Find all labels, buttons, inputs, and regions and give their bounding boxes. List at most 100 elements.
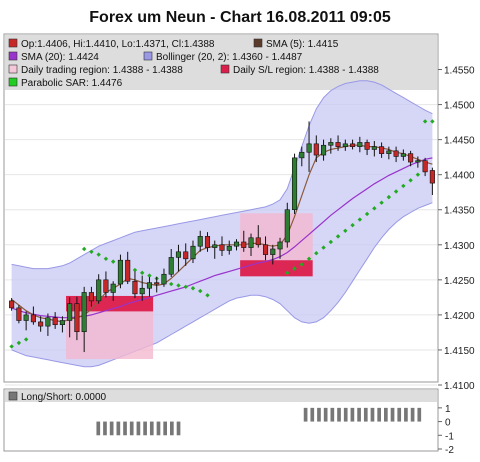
daily-trading-region (240, 213, 313, 261)
sar-dot (132, 267, 138, 273)
chart-title: Forex um Neun - Chart 16.08.2011 09:05 (89, 9, 391, 26)
candle-down (393, 150, 399, 157)
price-tick-label: 1.4550 (444, 66, 475, 77)
longshort-tick-label: 1 (445, 404, 451, 415)
price-tick-label: 1.4150 (444, 346, 475, 357)
price-tick-label: 1.4300 (444, 241, 475, 252)
candle-down (154, 282, 160, 285)
candle-up (321, 144, 327, 156)
longshort-bar (417, 407, 422, 422)
longshort-bar (343, 407, 348, 422)
legend-sl-region: Daily S/L region: 1.4388 - 1.4388 (233, 65, 379, 76)
sar-dot (430, 119, 435, 124)
candle-down (219, 244, 225, 251)
longshort-bar (143, 421, 147, 436)
candle-down (241, 241, 247, 248)
price-tick-label: 1.4500 (444, 101, 475, 112)
longshort-label: Long/Short: 0.0000 (21, 392, 107, 403)
candle-down (88, 292, 94, 302)
candle-up (400, 153, 406, 157)
price-tick-label: 1.4250 (444, 276, 475, 287)
candle-down (364, 142, 370, 150)
price-tick-label: 1.4400 (444, 171, 475, 182)
candle-up (386, 150, 392, 154)
candle-down (30, 314, 36, 323)
candle-up (110, 283, 116, 293)
longshort-bar (370, 407, 375, 422)
sar-dot (96, 252, 101, 257)
legend-swatch-sl-region (220, 64, 230, 74)
bollinger-band (11, 80, 433, 368)
longshort-bar (337, 407, 341, 422)
sar-dot (292, 266, 297, 271)
candle-up (67, 303, 73, 321)
sar-dot (335, 234, 341, 239)
legend-swatch-ohlc (8, 38, 18, 48)
candle-up (328, 142, 334, 146)
longshort-bar (390, 407, 395, 422)
price-tick-label: 1.4200 (444, 311, 475, 322)
candle-up (342, 143, 348, 147)
bollinger-lower-line (11, 202, 433, 368)
legend-ohlc: Op:1.4406, Hi:1.4410, Lo:1.4371, Cl:1.43… (21, 39, 215, 50)
candle-down (9, 300, 15, 309)
sar-dot (285, 270, 290, 276)
candle-up (357, 142, 363, 147)
sar-dot (23, 337, 29, 342)
legend-bollinger: Bollinger (20, 2): 1.4360 - 1.4487 (156, 52, 303, 63)
sar-dot (110, 259, 116, 264)
sar-dot (357, 217, 363, 222)
longshort-bar (363, 407, 368, 422)
candle-up (284, 209, 290, 243)
longshort-bar (310, 407, 315, 422)
longshort-bars (96, 407, 422, 436)
longshort-tick-label: 0 (445, 418, 451, 429)
sar-dot (198, 288, 203, 294)
sar-dot (183, 284, 188, 290)
legend-swatch-psar (8, 77, 18, 87)
longshort-bar (323, 407, 328, 422)
candle-up (59, 320, 65, 326)
candle-down (313, 143, 319, 156)
longshort-bar (176, 421, 181, 436)
longshort-bar (136, 421, 141, 436)
sar-dot (422, 119, 428, 124)
bollinger-fill (11, 80, 433, 367)
candle-down (52, 317, 58, 326)
sar-dot (147, 273, 152, 278)
longshort-swatch (8, 391, 18, 401)
sar-dot (401, 183, 406, 189)
legend-swatch-sma20 (8, 51, 18, 61)
longshort-axis: 1 0 -1 -2 (438, 404, 454, 456)
legend-swatch-bollinger (143, 51, 153, 61)
candle-up (233, 241, 240, 247)
candle-up (45, 317, 51, 327)
candle-up (226, 245, 232, 251)
longshort-legend-box (5, 390, 437, 402)
sar-dot (140, 270, 145, 276)
candle-down (335, 142, 341, 147)
longshort-bar (129, 421, 134, 436)
bollinger-upper-line (11, 80, 433, 270)
candle-down (422, 160, 428, 173)
sar-dot (372, 206, 377, 211)
legend: Op:1.4406, Hi:1.4410, Lo:1.4371, Cl:1.43… (8, 38, 379, 89)
sar-dot (343, 228, 348, 233)
sar-dot (350, 222, 355, 228)
candle-up (306, 143, 312, 153)
longshort-bar (109, 421, 114, 436)
candle-up (161, 273, 167, 285)
daily-regions (66, 213, 313, 360)
sar-dot (16, 340, 22, 346)
price-tick-label: 1.4450 (444, 136, 475, 147)
candle-up (146, 282, 153, 289)
candle-down (125, 259, 131, 282)
sar-dot (364, 211, 370, 217)
candle-up (270, 248, 276, 255)
sar-dot (415, 172, 421, 177)
price-tick-label: 1.4100 (444, 381, 475, 392)
candle-down (408, 153, 414, 163)
legend-swatch-sma5 (253, 38, 263, 48)
sar-dot (176, 283, 181, 288)
